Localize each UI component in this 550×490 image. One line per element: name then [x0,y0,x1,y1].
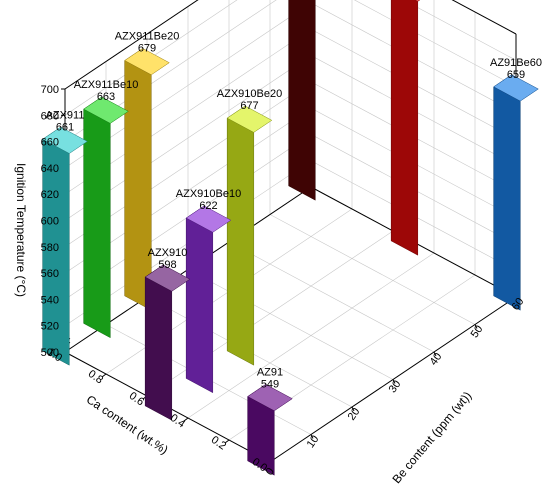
x-tick-label: 0.8 [86,368,105,387]
y-tick-label: 10 [305,433,322,450]
bar-face [124,48,170,76]
bar-face [185,217,214,394]
bar-AZX911Be60 [288,0,316,201]
x-tick-label: 0.6 [127,390,146,409]
bar-AZX910 [144,264,191,421]
bar-face [226,105,273,133]
bar-value-label: 622 [199,200,217,212]
bar-face [288,0,316,201]
y-tick-label: 40 [428,351,445,368]
bar-face [124,60,152,311]
z-tick-label: 600 [41,216,59,228]
bar-face [493,86,521,311]
z-tick-label: 560 [41,268,59,280]
bar-value-label: 677 [240,100,258,112]
bar-AZX910Be60 [390,0,421,256]
bar-face [144,264,191,292]
bar-AZX910Be20 [226,105,273,366]
bar-face [414,0,421,2]
bar-value-label: 549 [261,379,279,391]
bar-face [83,108,111,339]
y-tick-label: 20 [346,406,363,423]
y-tick-label: 60 [510,296,527,313]
bar-AZX911 [42,126,88,366]
z-tick-label: 520 [41,321,59,333]
bar-name-label: AZX910 [148,247,188,259]
z-axis-title: Ignition Temperature (°C) [14,163,28,297]
y-tick-label: 30 [387,378,404,395]
bar-face [83,96,129,124]
y-tick [310,434,314,439]
y-tick-label: 50 [469,323,486,340]
bar-value-label: 679 [138,43,156,55]
x-tick [183,417,189,422]
x-tick-label: 0.2 [209,434,228,453]
bar-face [226,117,255,366]
bar-name-label: AZX910Be20 [217,88,282,100]
y-tick-label: 0 [264,466,277,478]
bar-face [144,276,173,421]
bar-name-label: AZX911Be10 [74,79,139,91]
x-tick [101,373,107,378]
y-tick [474,324,478,329]
y-tick [433,351,437,357]
bar-value-label: 663 [97,91,115,103]
bar-value-label: 598 [158,259,176,271]
bar-face [185,205,232,233]
z-tick-label: 580 [41,242,59,254]
bar-face [42,126,88,154]
bar-value-label: 659 [507,69,525,81]
z-tick-label: 680 [41,110,59,122]
bar-AZX911Be20 [124,47,170,311]
frame-edge [451,0,517,35]
bar-AZ91 [247,383,293,476]
bar-face [247,384,293,412]
z-tick-label: 540 [41,294,59,306]
bar-AZ91Be60 [493,74,539,311]
bar-face [390,0,419,256]
chart-bars [42,0,539,476]
z-tick-label: 500 [41,347,59,359]
bar-name-label: AZX911Be20 [115,31,180,43]
z-tick-label: 640 [41,163,59,175]
bar-face [493,74,539,102]
chart-labels: 5005205405605806006206406606807000.00.20… [41,31,542,478]
frame-edge [64,0,199,90]
x-tick [224,439,230,444]
bar-AZX910Be10 [185,205,232,394]
z-tick-label: 620 [41,189,59,201]
z-tick-label: 660 [41,137,59,149]
bar-value-label: 661 [56,121,74,133]
bar-name-label: AZ91 [257,367,283,379]
z-tick-label: 700 [41,84,59,96]
y-tick [392,379,396,384]
y-axis-title: Be content (ppm (wt)) [389,389,474,486]
y-tick [351,406,355,412]
bar-AZX911Be10 [83,96,129,339]
bar-name-label: AZX911 [46,109,85,121]
bar-name-label: AZX910Be10 [176,188,241,200]
bar-name-label: AZ91Be60 [490,57,542,69]
